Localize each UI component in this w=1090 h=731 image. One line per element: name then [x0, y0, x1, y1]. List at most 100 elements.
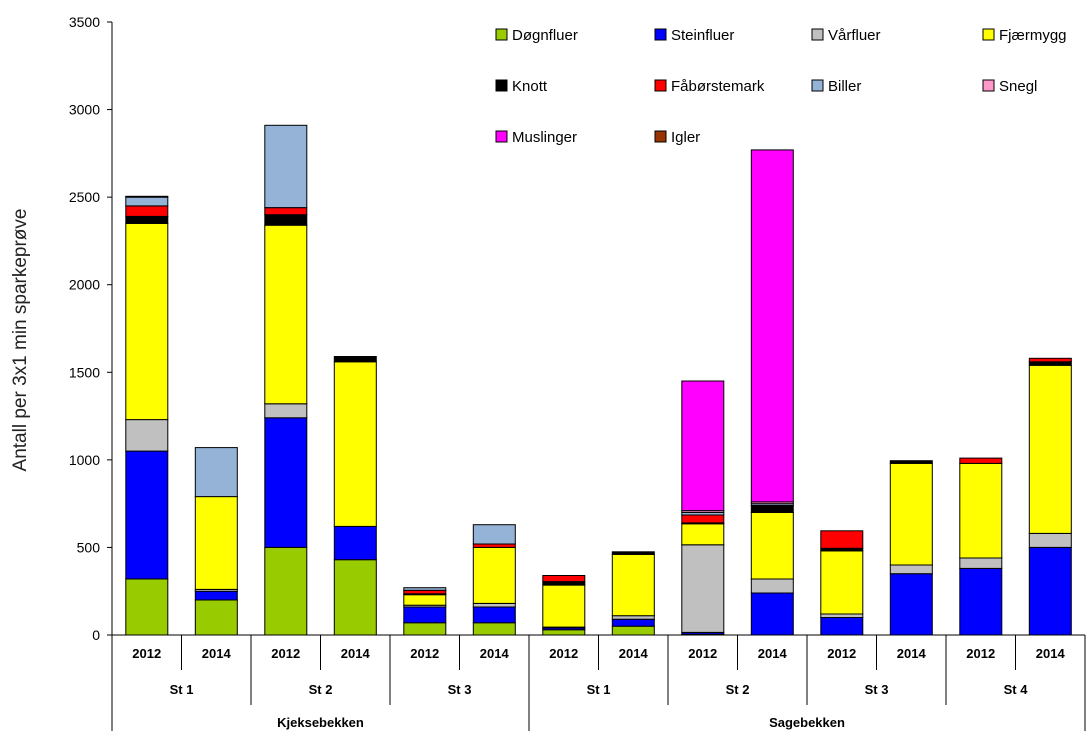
legend: Døgnfluer Steinfluer Vårfluer Fjærmygg Knott…	[495, 27, 1067, 146]
x-tick-label: 2014	[758, 646, 788, 661]
bar-segment	[611, 618, 655, 627]
bar-segment	[264, 224, 308, 405]
bar-segment	[125, 450, 169, 580]
legend-swatch	[495, 130, 508, 143]
bar-segment	[194, 599, 238, 636]
station-label: St 1	[587, 682, 611, 697]
station-label: St 2	[726, 682, 750, 697]
bar-segment	[959, 457, 1003, 464]
bar-segment	[403, 606, 447, 624]
station-label: St 3	[865, 682, 889, 697]
bar-segment	[333, 559, 377, 636]
bar-segment	[125, 196, 169, 207]
bar-segment	[403, 622, 447, 636]
bar-segment	[820, 550, 864, 615]
x-axis: 2012 2014 2012 2014 2012 2014 2012 2014 2012 2014…	[111, 634, 1086, 731]
bar-segment	[472, 606, 516, 624]
bar-segment	[403, 594, 447, 606]
bars-layer	[125, 124, 1072, 636]
x-tick-label: 2014	[202, 646, 232, 661]
bar-segment	[333, 361, 377, 527]
bar-segment	[820, 530, 864, 549]
bar-segment	[750, 504, 794, 513]
legend-swatch	[495, 79, 508, 92]
legend-swatch	[811, 28, 824, 41]
bar-segment	[959, 567, 1003, 636]
bar-segment	[264, 403, 308, 419]
bar-segment	[750, 149, 794, 503]
y-tick-label: 3000	[69, 102, 100, 118]
legend-label: Knott	[512, 78, 548, 95]
bar-segment	[472, 603, 516, 608]
bar-segment	[194, 590, 238, 601]
bar-segment	[542, 581, 586, 586]
legend-swatch	[654, 130, 667, 143]
legend-label: Vårfluer	[828, 27, 881, 44]
y-axis: 0 500 1000 1500 2000 2500 3000 3500	[69, 14, 113, 643]
bar-segment	[125, 222, 169, 421]
legend-swatch	[811, 79, 824, 92]
bar-segment	[542, 584, 586, 628]
legend-swatch	[495, 28, 508, 41]
bar-segment	[125, 195, 169, 198]
bar-segment	[1028, 364, 1072, 534]
bar-segment	[542, 575, 586, 583]
legend-swatch	[982, 79, 995, 92]
x-tick-label: 2014	[341, 646, 371, 661]
bar-segment	[611, 625, 655, 636]
bar-segment	[194, 496, 238, 590]
station-label: St 4	[1004, 682, 1029, 697]
y-tick-label: 1000	[69, 452, 100, 468]
bar-segment	[959, 462, 1003, 559]
bar-segment	[889, 462, 933, 566]
bar-segment	[472, 524, 516, 545]
bar-segment	[403, 587, 447, 591]
legend-label: Døgnfluer	[512, 27, 578, 44]
x-tick-label: 2012	[549, 646, 578, 661]
legend-label: Muslinger	[512, 129, 577, 146]
bar-segment	[264, 124, 308, 209]
x-tick-label: 2012	[132, 646, 161, 661]
bar-segment	[889, 564, 933, 575]
bar-segment	[681, 523, 725, 546]
y-tick-label: 1500	[69, 364, 100, 380]
legend-swatch	[654, 79, 667, 92]
bar-segment	[264, 546, 308, 636]
bar-segment	[125, 419, 169, 452]
y-tick-label: 500	[77, 539, 101, 555]
bar-segment	[889, 573, 933, 636]
station-label: St 1	[170, 682, 194, 697]
bar-segment	[959, 557, 1003, 569]
y-tick-label: 2500	[69, 189, 100, 205]
bar-segment	[194, 447, 238, 498]
y-tick-label: 3500	[69, 14, 100, 30]
bar-segment	[681, 544, 725, 633]
bar-segment	[1028, 532, 1072, 548]
bar-segment	[750, 578, 794, 594]
bar-segment	[542, 629, 586, 636]
legend-label: Fåbørstemark	[671, 78, 765, 95]
bar-segment	[125, 578, 169, 636]
y-axis-label: Antall per 3x1 min sparkeprøve	[10, 209, 31, 472]
x-tick-label: 2012	[966, 646, 995, 661]
group-label: Sagebekken	[769, 715, 845, 730]
bar-segment	[264, 207, 308, 216]
x-tick-label: 2014	[619, 646, 649, 661]
bar-segment	[403, 589, 447, 595]
bar-segment	[820, 617, 864, 636]
y-tick-label: 0	[92, 627, 100, 643]
group-label: Kjeksebekken	[277, 715, 364, 730]
legend-label: Fjærmygg	[999, 27, 1067, 44]
bar-segment	[264, 417, 308, 548]
bar-segment	[820, 613, 864, 618]
station-label: St 2	[309, 682, 333, 697]
y-tick-label: 2000	[69, 277, 100, 293]
bar-segment	[1028, 546, 1072, 636]
station-label: St 3	[448, 682, 472, 697]
bar-segment	[264, 214, 308, 226]
x-tick-label: 2014	[897, 646, 927, 661]
bar-segment	[889, 460, 933, 464]
bar-segment	[681, 380, 725, 512]
bar-segment	[611, 551, 655, 555]
